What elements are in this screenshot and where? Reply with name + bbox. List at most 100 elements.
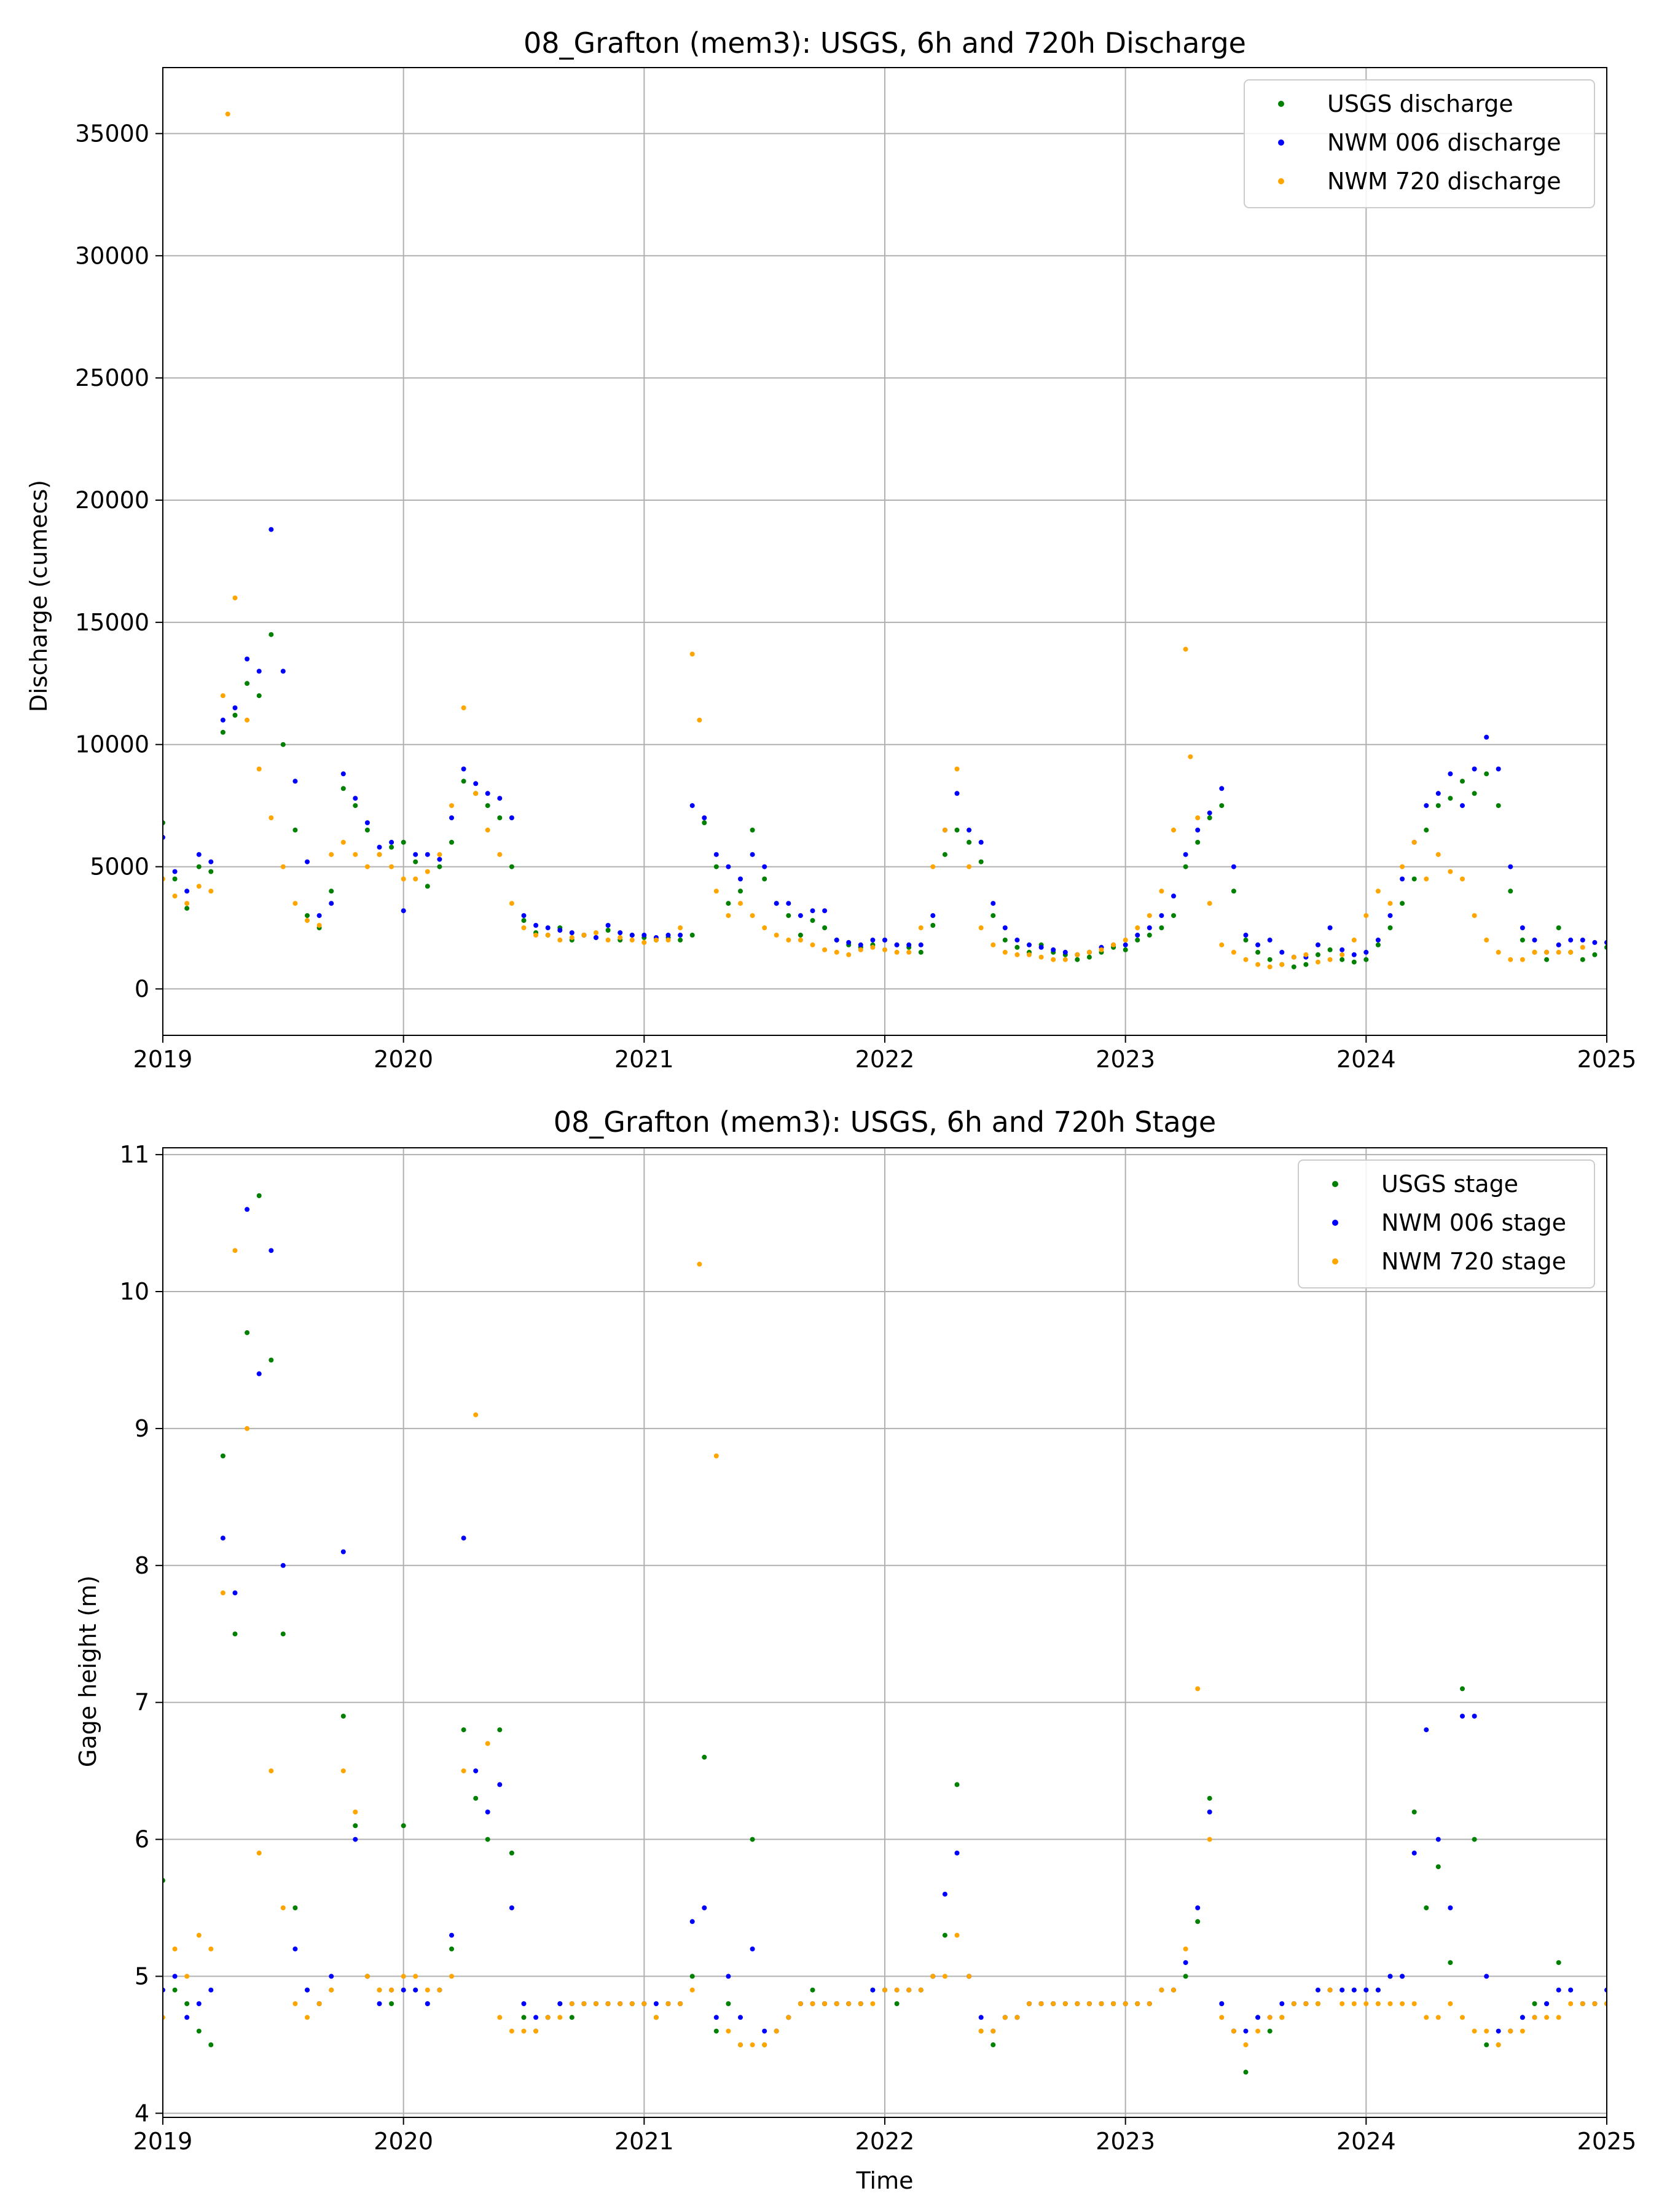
discharge-point: [1387, 925, 1393, 930]
stage-point: [954, 1782, 960, 1787]
discharge-point: [1532, 949, 1537, 955]
discharge-point: [1255, 942, 1261, 947]
stage-point: [581, 2001, 587, 2006]
discharge-point: [1460, 779, 1465, 784]
stage-point: [1472, 2028, 1477, 2034]
discharge-point: [389, 839, 394, 845]
stage-point: [232, 1248, 238, 1253]
discharge-point: [1484, 734, 1489, 740]
stage-point: [1075, 2001, 1080, 2006]
discharge-point: [762, 925, 767, 930]
stage-y-tick-label: 4: [135, 2100, 149, 2127]
discharge-point: [678, 937, 683, 943]
discharge-point: [689, 932, 695, 938]
stage-point: [521, 2015, 527, 2020]
discharge-point: [521, 925, 527, 930]
discharge-point: [1592, 952, 1598, 957]
stage-legend: USGS stage NWM 006 stage NWM 720 stage: [1298, 1159, 1595, 1288]
stage-point: [1086, 2001, 1092, 2006]
stage-point: [1448, 2001, 1453, 2006]
stage-point: [1207, 1837, 1212, 1842]
discharge-point: [1363, 913, 1369, 919]
stage-point: [401, 1974, 406, 1979]
stage-point: [1267, 2028, 1273, 2034]
stage-point: [485, 1837, 490, 1842]
stage-point: [1207, 1810, 1212, 1814]
discharge-point: [1435, 803, 1441, 809]
stage-point: [449, 1946, 454, 1951]
discharge-point: [316, 913, 322, 919]
discharge-point: [473, 791, 479, 796]
discharge-point: [1460, 876, 1465, 882]
stage-points: [163, 1193, 1607, 2075]
discharge-point: [978, 839, 984, 845]
discharge-point: [437, 864, 442, 869]
discharge-x-tick-label: 2021: [614, 1046, 674, 1073]
discharge-point: [225, 111, 230, 117]
discharge-point: [1002, 949, 1008, 955]
stage-point: [256, 1850, 262, 1856]
discharge-point: [954, 766, 960, 772]
discharge-point: [822, 925, 828, 930]
stage-point: [605, 2001, 611, 2006]
discharge-point: [389, 844, 394, 850]
stage-point: [377, 2001, 382, 2006]
stage-x-tick-label: 2019: [133, 2128, 193, 2155]
stage-point: [184, 2001, 190, 2006]
discharge-point: [1303, 952, 1309, 957]
discharge-point: [870, 944, 876, 950]
discharge-point: [340, 771, 346, 777]
discharge-point: [425, 884, 430, 889]
stage-point: [208, 1946, 214, 1951]
discharge-legend-label-nwm006: NWM 006 discharge: [1327, 129, 1561, 156]
stage-point: [220, 1453, 226, 1459]
stage-point: [1448, 1905, 1453, 1910]
discharge-point: [954, 791, 960, 796]
stage-point: [1219, 2001, 1225, 2006]
discharge-point: [954, 827, 960, 833]
discharge-point: [1159, 913, 1164, 919]
discharge-point: [1592, 939, 1598, 945]
stage-point: [280, 1905, 286, 1910]
discharge-point: [1002, 937, 1008, 943]
stage-point: [1183, 1960, 1188, 1966]
discharge-x-tick-label: 2024: [1336, 1046, 1396, 1073]
stage-point: [401, 1987, 406, 1993]
discharge-point: [1424, 803, 1429, 809]
stage-point: [990, 2042, 996, 2047]
stage-point: [1291, 2001, 1296, 2006]
discharge-point: [1183, 852, 1188, 857]
discharge-point: [1231, 888, 1236, 894]
stage-point: [689, 1919, 695, 1924]
discharge-point: [1099, 947, 1104, 952]
stage-point: [413, 1987, 418, 1993]
discharge-point: [1279, 962, 1285, 967]
discharge-point: [292, 901, 298, 906]
discharge-point: [329, 888, 334, 894]
stage-point: [1135, 2001, 1140, 2006]
discharge-point: [509, 901, 514, 906]
discharge-point: [1123, 937, 1128, 943]
discharge-point: [401, 839, 406, 845]
stage-point: [1568, 2001, 1574, 2006]
discharge-points: [163, 111, 1607, 970]
discharge-series-1: [163, 527, 1607, 960]
stage-x-tick-label: 2022: [855, 2128, 915, 2155]
discharge-point: [1580, 957, 1585, 962]
discharge-point: [967, 827, 972, 833]
stage-point: [762, 2042, 767, 2047]
discharge-point: [1411, 839, 1417, 845]
discharge-legend-marker-usgs: [1278, 101, 1284, 107]
stage-point: [697, 1261, 702, 1267]
discharge-point: [906, 942, 912, 947]
discharge-point: [702, 815, 707, 820]
discharge-point: [256, 669, 262, 674]
discharge-point: [1556, 949, 1561, 955]
discharge-point: [1387, 913, 1393, 919]
discharge-point: [1303, 962, 1309, 967]
discharge-point: [967, 864, 972, 869]
discharge-point: [220, 693, 226, 699]
discharge-point: [1291, 964, 1296, 970]
discharge-point: [618, 930, 623, 935]
